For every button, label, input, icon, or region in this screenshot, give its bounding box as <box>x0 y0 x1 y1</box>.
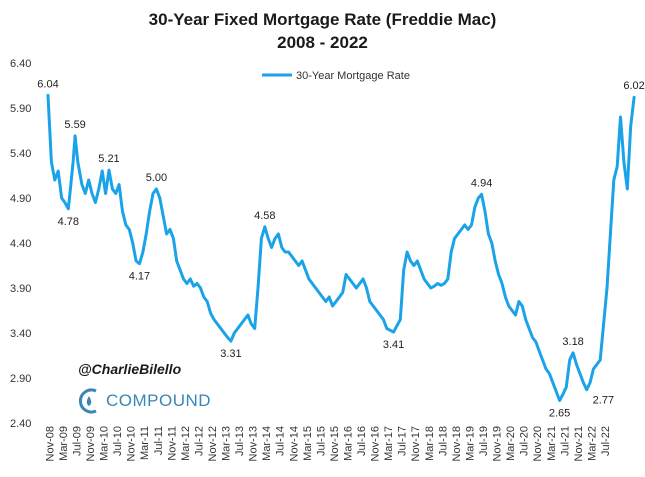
x-tick-label: Jul-15 <box>315 426 327 456</box>
y-tick-label: 3.90 <box>10 283 31 295</box>
legend: 30-Year Mortgage Rate <box>262 70 410 82</box>
x-tick-label: Nov-21 <box>573 426 585 461</box>
x-tick-label: Mar-09 <box>58 426 70 461</box>
y-tick-label: 4.40 <box>10 238 31 250</box>
x-tick-label: Nov-19 <box>492 426 504 461</box>
x-tick-label: Nov-18 <box>451 426 463 461</box>
x-tick-label: Nov-10 <box>126 426 138 461</box>
x-tick-label: Mar-20 <box>505 426 517 461</box>
chart-subtitle: 2008 - 2022 <box>277 33 368 52</box>
data-label: 4.94 <box>471 177 492 189</box>
x-tick-label: Nov-09 <box>85 426 97 461</box>
x-tick-label: Jul-13 <box>234 426 246 456</box>
x-tick-label: Nov-15 <box>329 426 341 461</box>
data-label: 3.41 <box>383 339 404 351</box>
chart-title: 30-Year Fixed Mortgage Rate (Freddie Mac… <box>148 10 497 29</box>
data-label: 6.02 <box>623 80 644 92</box>
x-tick-label: Mar-19 <box>464 426 476 461</box>
x-tick-label: Jul-18 <box>437 426 449 456</box>
y-tick-label: 2.40 <box>10 418 31 430</box>
legend-label: 30-Year Mortgage Rate <box>296 70 410 82</box>
data-labels: 6.04 5.59 4.78 5.21 4.17 5.00 3.31 4.58 3.41 4.94… <box>37 78 645 419</box>
x-tick-label: Nov-17 <box>410 426 422 461</box>
data-label: 4.78 <box>58 216 79 228</box>
x-tick-label: Nov-12 <box>207 426 219 461</box>
x-tick-label: Jul-22 <box>600 426 612 456</box>
x-tick-label: Nov-11 <box>166 426 178 461</box>
x-tick-label: Mar-22 <box>586 426 598 461</box>
data-label: 6.04 <box>37 78 58 90</box>
x-tick-label: Jul-14 <box>275 426 287 456</box>
x-tick-label: Nov-14 <box>288 426 300 461</box>
x-tick-label: Jul-10 <box>112 426 124 456</box>
data-label: 5.59 <box>64 119 85 131</box>
x-tick-label: Jul-17 <box>397 426 409 456</box>
y-tick-label: 5.40 <box>10 148 31 160</box>
x-tick-label: Jul-11 <box>153 426 165 455</box>
x-tick-label: Mar-16 <box>342 426 354 461</box>
x-tick-label: Nov-16 <box>370 426 382 461</box>
x-tick-label: Jul-21 <box>559 426 571 456</box>
x-tick-label: Mar-11 <box>139 426 151 460</box>
data-label: 4.17 <box>129 271 150 283</box>
data-label: 2.77 <box>593 395 614 407</box>
x-tick-label: Mar-15 <box>302 426 314 461</box>
x-tick-label: Nov-20 <box>532 426 544 461</box>
data-label: 2.65 <box>549 408 570 420</box>
author-handle: @CharlieBilello <box>78 361 182 377</box>
x-tick-label: Jul-09 <box>71 426 83 456</box>
series-group <box>46 93 636 402</box>
compound-c-icon <box>78 388 97 414</box>
y-tick-label: 5.90 <box>10 103 31 115</box>
data-label: 3.18 <box>562 336 583 348</box>
y-tick-label: 2.90 <box>10 373 31 385</box>
data-label: 4.58 <box>254 210 275 222</box>
data-label: 3.31 <box>220 348 241 360</box>
x-tick-label: Mar-12 <box>180 426 192 461</box>
x-tick-label: Jul-19 <box>478 426 490 456</box>
x-tick-label: Jul-16 <box>356 426 368 456</box>
data-label: 5.21 <box>98 153 119 165</box>
series-line <box>46 93 636 402</box>
x-tick-label: Mar-17 <box>383 426 395 461</box>
x-axis: Nov-08 Mar-09 Jul-09 Nov-09 Mar-10 Jul-10 Nov-… <box>44 426 612 461</box>
compound-logo: COMPOUND <box>76 386 211 416</box>
x-tick-label: Mar-18 <box>424 426 436 461</box>
y-tick-label: 6.40 <box>10 58 31 70</box>
x-tick-label: Mar-21 <box>546 426 558 461</box>
data-label: 5.00 <box>146 172 167 184</box>
x-tick-label: Mar-13 <box>221 426 233 461</box>
x-tick-label: Jul-12 <box>193 426 205 456</box>
y-tick-label: 4.90 <box>10 193 31 205</box>
x-tick-label: Nov-08 <box>44 426 56 461</box>
y-axis: 2.40 2.90 3.40 3.90 4.40 4.90 5.40 5.90 6.40 <box>10 58 31 430</box>
x-tick-label: Mar-14 <box>261 426 273 461</box>
compound-logo-text: COMPOUND <box>106 391 212 410</box>
x-tick-label: Nov-13 <box>248 426 260 461</box>
x-tick-label: Mar-10 <box>99 426 111 461</box>
y-tick-label: 3.40 <box>10 328 31 340</box>
x-tick-label: Jul-20 <box>519 426 531 456</box>
